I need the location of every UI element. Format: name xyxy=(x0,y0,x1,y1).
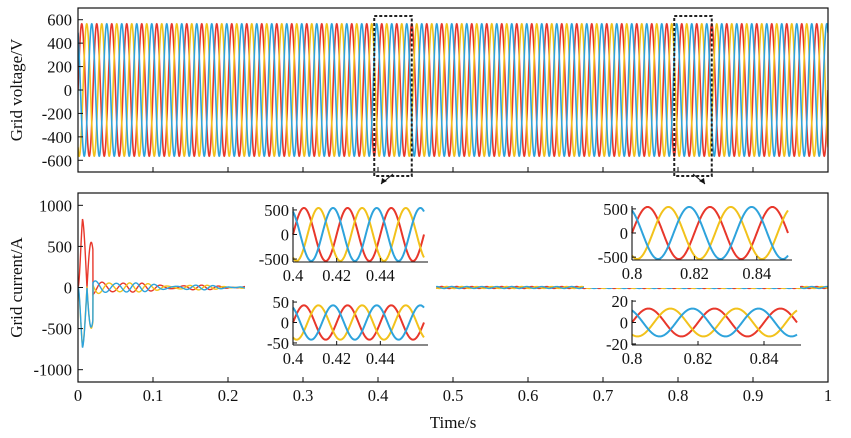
inset-y-tick-label: -20 xyxy=(606,335,628,354)
x-tick-label: 0.4 xyxy=(368,386,389,405)
x-tick-label: 0 xyxy=(74,386,82,405)
inset-y-tick-label: 0 xyxy=(620,224,628,243)
inset-x-tick-label: 0.82 xyxy=(684,349,713,368)
x-tick-label: 0.9 xyxy=(743,386,764,405)
waveforms xyxy=(78,22,828,158)
y-tick-label: 400 xyxy=(47,34,72,53)
inset-chart: 20 0 -200.8 0.82 0.84 xyxy=(584,290,809,373)
y-tick-label: -500 xyxy=(42,320,72,339)
inset-y-tick-label: -500 xyxy=(259,250,289,269)
inset-x-tick-label: 0.44 xyxy=(366,266,395,285)
inset-y-tick-label: 500 xyxy=(603,200,628,219)
inset-y-tick-label: -500 xyxy=(598,248,628,267)
x-tick-label: 0.8 xyxy=(668,386,689,405)
y-tick-label: 1000 xyxy=(39,196,72,215)
inset-y-tick-label: 0 xyxy=(281,314,289,333)
inset-x-tick-label: 0.82 xyxy=(680,264,709,283)
series-line-phase-2 xyxy=(78,22,828,158)
inset-x-tick-label: 0.4 xyxy=(283,349,304,368)
x-tick-label: 0.5 xyxy=(443,386,464,405)
inset-x-tick-label: 0.8 xyxy=(622,349,643,368)
y-tick-label: -200 xyxy=(42,104,72,123)
y-tick-label: 0 xyxy=(64,81,72,100)
zoom-arrow-head xyxy=(381,178,387,184)
inset-background xyxy=(584,290,809,373)
x-tick-label: 0.1 xyxy=(143,386,164,405)
inset-chart: 50 0-500.4 0.42 0.44 xyxy=(245,290,436,373)
voltage-panel: 600 400 200 0 -200 -400 -600 Grid voltage/V xyxy=(7,7,829,185)
x-tick-label: 0.7 xyxy=(593,386,614,405)
inset-x-tick-label: 0.42 xyxy=(322,349,351,368)
inset-series-line-phase-2 xyxy=(292,304,425,341)
series-line-phase-3 xyxy=(78,22,828,158)
inset-background xyxy=(584,196,800,288)
inset-series-line-phase-1 xyxy=(292,304,425,341)
zoom-arrow-head xyxy=(699,178,705,184)
y-axis-label: Grid current/A xyxy=(7,237,26,338)
x-tick-label: 0.3 xyxy=(293,386,314,405)
inset-x-tick-label: 0.8 xyxy=(622,264,643,283)
y-tick-label: 500 xyxy=(47,237,72,256)
inset-series-line-phase-3 xyxy=(631,307,798,338)
zoom-box xyxy=(373,15,413,177)
y-tick-label: 200 xyxy=(47,58,72,77)
zoom-box xyxy=(673,15,713,177)
inset-y-tick-label: 500 xyxy=(264,201,289,220)
inset-x-tick-label: 0.84 xyxy=(742,264,771,283)
x-tick-label: 1 xyxy=(824,386,832,405)
inset-y-tick-label: 0 xyxy=(620,314,628,333)
inset-series-line-phase-3 xyxy=(631,205,789,261)
y-tick-label: 0 xyxy=(64,279,72,298)
y-tick-label: 600 xyxy=(47,11,72,30)
inset-y-tick-label: -50 xyxy=(267,334,289,353)
y-tick-label: -400 xyxy=(42,128,72,147)
series-line-phase-1 xyxy=(78,218,828,296)
y-tick-label: -600 xyxy=(42,151,72,170)
inset-x-tick-label: 0.4 xyxy=(283,266,304,285)
inset-y-tick-label: 50 xyxy=(273,293,290,312)
inset-x-tick-label: 0.84 xyxy=(750,349,779,368)
inset-y-tick-label: 20 xyxy=(612,292,629,311)
inset-y-tick-label: 0 xyxy=(281,226,289,245)
y-axis-label: Grid voltage/V xyxy=(7,38,26,141)
series-line-phase-1 xyxy=(78,22,828,158)
inset-series-line-phase-3 xyxy=(292,304,425,341)
x-axis-label: Time/s xyxy=(430,413,477,432)
y-tick-label: -1000 xyxy=(34,361,73,380)
inset-background xyxy=(245,290,436,373)
x-tick-label: 0.6 xyxy=(518,386,539,405)
inset-x-tick-label: 0.44 xyxy=(366,349,395,368)
inset-x-tick-label: 0.42 xyxy=(322,266,351,285)
inset-series-line-phase-2 xyxy=(292,206,425,263)
x-tick-label: 0.2 xyxy=(218,386,239,405)
inset-series-line-phase-3 xyxy=(292,206,425,263)
inset-series-line-phase-1 xyxy=(292,206,425,263)
